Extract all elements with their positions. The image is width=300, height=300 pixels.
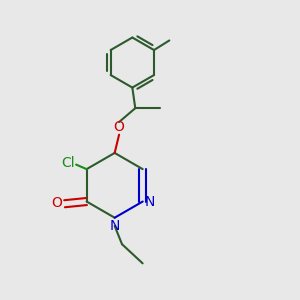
Text: Cl: Cl (61, 155, 75, 170)
Text: N: N (110, 219, 120, 233)
Text: N: N (145, 194, 155, 208)
Text: O: O (114, 120, 124, 134)
Text: O: O (51, 196, 62, 210)
